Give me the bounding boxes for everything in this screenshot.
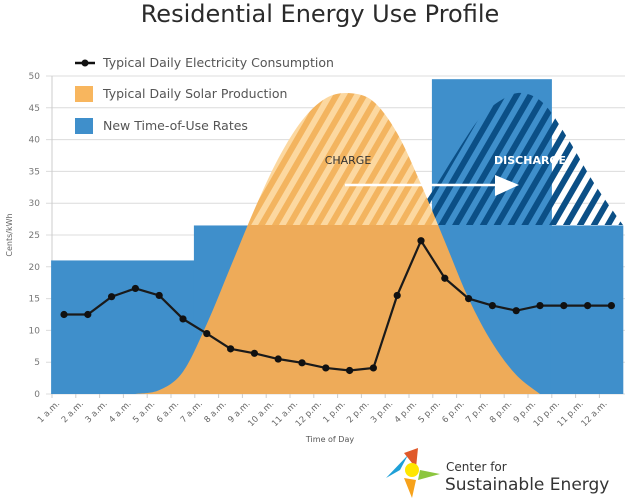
consumption-point xyxy=(417,237,425,245)
consumption-point xyxy=(560,301,568,310)
consumption-point xyxy=(84,310,92,319)
y-tick-labels: 0 5 10 15 20 25 30 35 40 45 50 xyxy=(29,72,41,400)
x-tick-label: 12 a.m. xyxy=(580,399,610,429)
logo-line1: Center for xyxy=(446,460,507,474)
consumption-point xyxy=(393,291,401,300)
x-tick-label: 1 a.m. xyxy=(36,399,62,425)
logo-line2: Sustainable Energy xyxy=(445,475,609,495)
x-tick-label: 1 p.m. xyxy=(321,399,347,425)
y-tick-label: 20 xyxy=(29,263,41,273)
consumption-point xyxy=(155,291,163,300)
x-tick-labels: 1 a.m.2 a.m.3 a.m.4 a.m.5 a.m.6 a.m.7 a.… xyxy=(36,394,610,429)
legend-consumption: Typical Daily Electricity Consumption xyxy=(75,55,334,70)
x-tick-label: 7 p.m. xyxy=(464,399,490,425)
x-axis-label: Time of Day xyxy=(305,435,354,444)
x-tick-label: 8 a.m. xyxy=(203,399,229,425)
chart-title: Residential Energy Use Profile xyxy=(141,0,500,28)
legend-label-solar: Typical Daily Solar Production xyxy=(102,86,287,101)
consumption-point xyxy=(203,329,211,338)
consumption-point xyxy=(346,366,354,375)
y-tick-label: 30 xyxy=(29,199,41,209)
legend-label-consumption: Typical Daily Electricity Consumption xyxy=(102,55,334,70)
consumption-point xyxy=(131,284,139,293)
consumption-point xyxy=(179,315,187,323)
x-tick-label: 4 p.m. xyxy=(393,399,419,425)
y-tick-label: 10 xyxy=(29,326,41,336)
consumption-point xyxy=(298,359,306,367)
solar-area-charge-hatched xyxy=(247,93,439,225)
x-tick-label: 8 p.m. xyxy=(488,399,514,425)
x-tick-label: 6 p.m. xyxy=(440,399,466,425)
consumption-point xyxy=(322,364,330,372)
consumption-point xyxy=(369,364,377,372)
x-tick-label: 7 a.m. xyxy=(179,399,205,425)
consumption-point xyxy=(60,310,68,319)
y-tick-label: 35 xyxy=(29,167,40,177)
tou-rate-bar xyxy=(51,260,195,394)
consumption-point xyxy=(227,345,235,353)
y-tick-label: 50 xyxy=(29,72,41,82)
consumption-point xyxy=(607,301,616,310)
logo: Center for Sustainable Energy xyxy=(386,448,609,498)
consumption-point xyxy=(250,349,258,357)
consumption-points xyxy=(60,237,616,375)
pinwheel-logo-icon xyxy=(386,448,440,498)
x-tick-label: 2 p.m. xyxy=(345,399,371,425)
y-tick-label: 15 xyxy=(29,295,40,305)
consumption-point xyxy=(274,355,282,363)
x-tick-label: 5 a.m. xyxy=(131,399,157,425)
consumption-point xyxy=(512,307,520,315)
y-tick-label: 40 xyxy=(29,136,41,146)
charge-label: CHARGE xyxy=(325,154,372,167)
y-tick-label: 0 xyxy=(34,390,40,400)
tou-rate-bar xyxy=(550,225,624,394)
consumption-line xyxy=(64,238,612,372)
charge-to-discharge-arrow xyxy=(345,175,519,196)
y-tick-label: 5 xyxy=(34,358,40,368)
consumption-point xyxy=(488,301,496,310)
consumption-point xyxy=(584,301,592,310)
consumption-point xyxy=(441,274,449,282)
consumption-point xyxy=(465,295,473,303)
discharge-hatched-area xyxy=(409,92,623,225)
x-tick-label: 3 p.m. xyxy=(369,399,395,425)
consumption-point xyxy=(108,293,116,301)
x-tick-label: 3 a.m. xyxy=(84,399,110,425)
x-tick-label: 4 a.m. xyxy=(107,399,133,425)
discharge-label: DISCHARGE xyxy=(494,154,566,167)
legend-tou: New Time-of-Use Rates xyxy=(75,118,248,134)
x-tick-label: 5 p.m. xyxy=(417,399,443,425)
legend-solar: Typical Daily Solar Production xyxy=(75,86,287,102)
y-tick-label: 45 xyxy=(29,104,40,114)
x-tick-label: 6 a.m. xyxy=(155,399,181,425)
legend: Typical Daily Electricity Consumption Ty… xyxy=(75,55,334,134)
y-axis-label: Cents/kWh xyxy=(5,213,14,256)
consumption-point xyxy=(536,301,544,310)
x-tick-label: 2 a.m. xyxy=(60,399,86,425)
y-tick-label: 25 xyxy=(29,231,40,241)
legend-label-tou: New Time-of-Use Rates xyxy=(103,118,248,133)
x-tick-label: 12 p.m. xyxy=(294,399,324,429)
